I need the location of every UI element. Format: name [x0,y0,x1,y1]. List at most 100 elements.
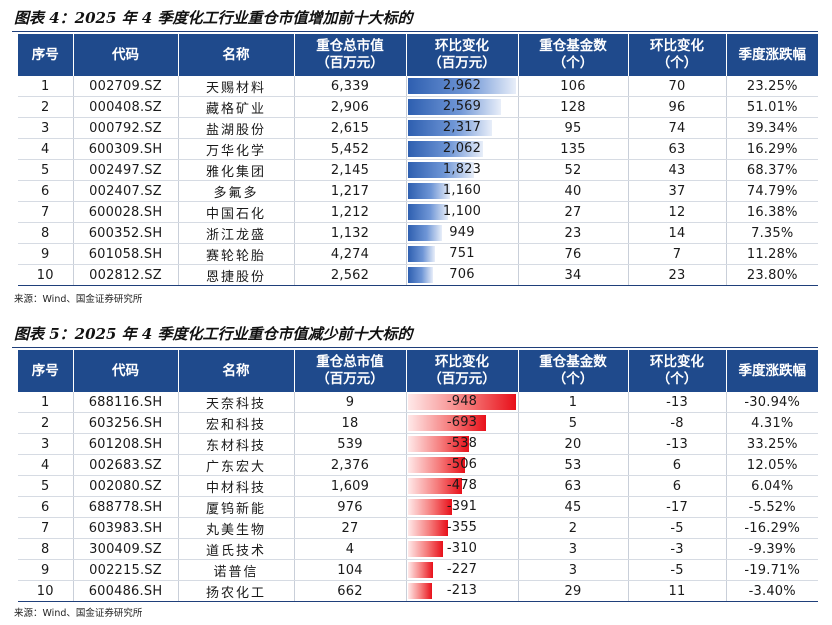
fund-count-change: 6 [628,475,727,498]
header-fund-count-line1: 重仓基金数 [539,354,607,370]
header-return: 季度涨跌幅 [726,34,818,76]
value-change: -355 [446,520,478,536]
holding-value: 662 [294,580,407,603]
row-index: 10 [18,264,74,287]
stock-code: 002709.SZ [73,76,179,98]
quarterly-return: 33.25% [726,433,818,456]
fund-count: 135 [518,138,629,161]
quarterly-return: 51.01% [726,96,818,119]
value-change-cell: -355 [406,517,519,540]
table-row: 1 002709.SZ 天赐材料 6,339 2,962 106 70 23.25% [18,76,818,98]
fund-count: 63 [518,475,629,498]
quarterly-return: 12.05% [726,454,818,477]
row-index: 3 [18,433,74,456]
stock-name: 天赐材料 [178,76,295,98]
table-header-row: 序号 代码 名称 重仓总市值 （百万元） 环比变化 （百万元） 重仓基金数 （个） 环… [18,350,818,392]
stock-code: 000408.SZ [73,96,179,119]
header-idx: 序号 [18,350,74,392]
stock-code: 002215.SZ [73,559,179,582]
header-count-change-line1: 环比变化 [650,38,704,54]
stock-code: 603256.SH [73,412,179,435]
fund-count-change: 70 [628,76,727,98]
value-change: 1,823 [442,162,482,178]
row-index: 3 [18,117,74,140]
change-bar [407,183,450,200]
stock-name: 盐湖股份 [178,117,295,140]
fund-count-change: 12 [628,201,727,224]
quarterly-return: -16.29% [726,517,818,540]
table-row: 3 601208.SH 东材科技 539 -538 20 -13 33.25% [18,433,818,456]
row-index: 8 [18,222,74,245]
stock-code: 600028.SH [73,201,179,224]
value-change: 1,160 [442,183,482,199]
value-change: -310 [446,541,478,557]
value-change: 751 [449,246,475,262]
title-rule [12,31,818,32]
stock-name: 宏和科技 [178,412,295,435]
change-bar [407,162,474,179]
fund-count: 95 [518,117,629,140]
table-row: 5 002080.SZ 中材科技 1,609 -478 63 6 6.04% [18,475,818,498]
fund-count-change: 14 [628,222,727,245]
holding-value: 2,145 [294,159,407,182]
stock-name: 藏格矿业 [178,96,295,119]
stock-code: 688116.SH [73,392,179,414]
source-note: 来源：Wind、国金证券研究所 [14,608,143,619]
stock-code: 002407.SZ [73,180,179,203]
value-change: -391 [446,499,478,515]
fund-count: 3 [518,559,629,582]
value-change: 2,569 [442,99,482,115]
table-row: 5 002497.SZ 雅化集团 2,145 1,823 52 43 68.37% [18,159,818,182]
change-bar [407,204,448,221]
stock-name: 天奈科技 [178,392,295,414]
holding-value: 1,217 [294,180,407,203]
data-table-increase: 序号 代码 名称 重仓总市值 （百万元） 环比变化 （百万元） 重仓基金数 （个） 环… [18,34,818,287]
header-fund-count: 重仓基金数 （个） [518,34,629,76]
stock-name: 诺普信 [178,559,295,582]
stock-name: 道氏技术 [178,538,295,561]
value-change: 2,317 [442,120,482,136]
row-index: 6 [18,496,74,519]
header-change-line2: （百万元） [428,371,496,387]
value-change: 949 [449,225,475,241]
change-bar [407,478,462,495]
header-idx: 序号 [18,34,74,76]
fund-count: 29 [518,580,629,603]
quarterly-return: -5.52% [726,496,818,519]
value-change: -693 [446,415,478,431]
stock-code: 000792.SZ [73,117,179,140]
stock-code: 002812.SZ [73,264,179,287]
stock-name: 雅化集团 [178,159,295,182]
stock-code: 300409.SZ [73,538,179,561]
quarterly-return: 74.79% [726,180,818,203]
change-bar [407,541,443,558]
table-row: 4 600309.SH 万华化学 5,452 2,062 135 63 16.29% [18,138,818,161]
row-index: 2 [18,412,74,435]
quarterly-return: 11.28% [726,243,818,266]
data-table-decrease: 序号 代码 名称 重仓总市值 （百万元） 环比变化 （百万元） 重仓基金数 （个） 环… [18,350,818,603]
header-fund-count-line1: 重仓基金数 [539,38,607,54]
fund-count: 23 [518,222,629,245]
table-title: 图表 5：2025 年 4 季度化工行业重仓市值减少前十大标的 [14,325,413,343]
header-change-line1: 环比变化 [435,38,489,54]
title-rule [12,347,818,348]
row-index: 10 [18,580,74,603]
quarterly-return: 16.29% [726,138,818,161]
row-index: 5 [18,159,74,182]
fund-count: 53 [518,454,629,477]
value-change-cell: 1,100 [406,201,519,224]
table-row: 1 688116.SH 天奈科技 9 -948 1 -13 -30.94% [18,392,818,414]
header-name: 名称 [178,350,295,392]
value-change: 2,062 [442,141,482,157]
header-count-change-line2: （个） [656,55,698,71]
stock-code: 688778.SH [73,496,179,519]
change-bar [407,246,435,263]
change-bar [407,99,502,116]
fund-count: 2 [518,517,629,540]
row-index: 6 [18,180,74,203]
value-change: -227 [446,562,478,578]
table-row: 9 601058.SH 赛轮轮胎 4,274 751 76 7 11.28% [18,243,818,266]
fund-count-change: 74 [628,117,727,140]
value-change: 706 [449,267,475,283]
value-change: 1,100 [442,204,482,220]
